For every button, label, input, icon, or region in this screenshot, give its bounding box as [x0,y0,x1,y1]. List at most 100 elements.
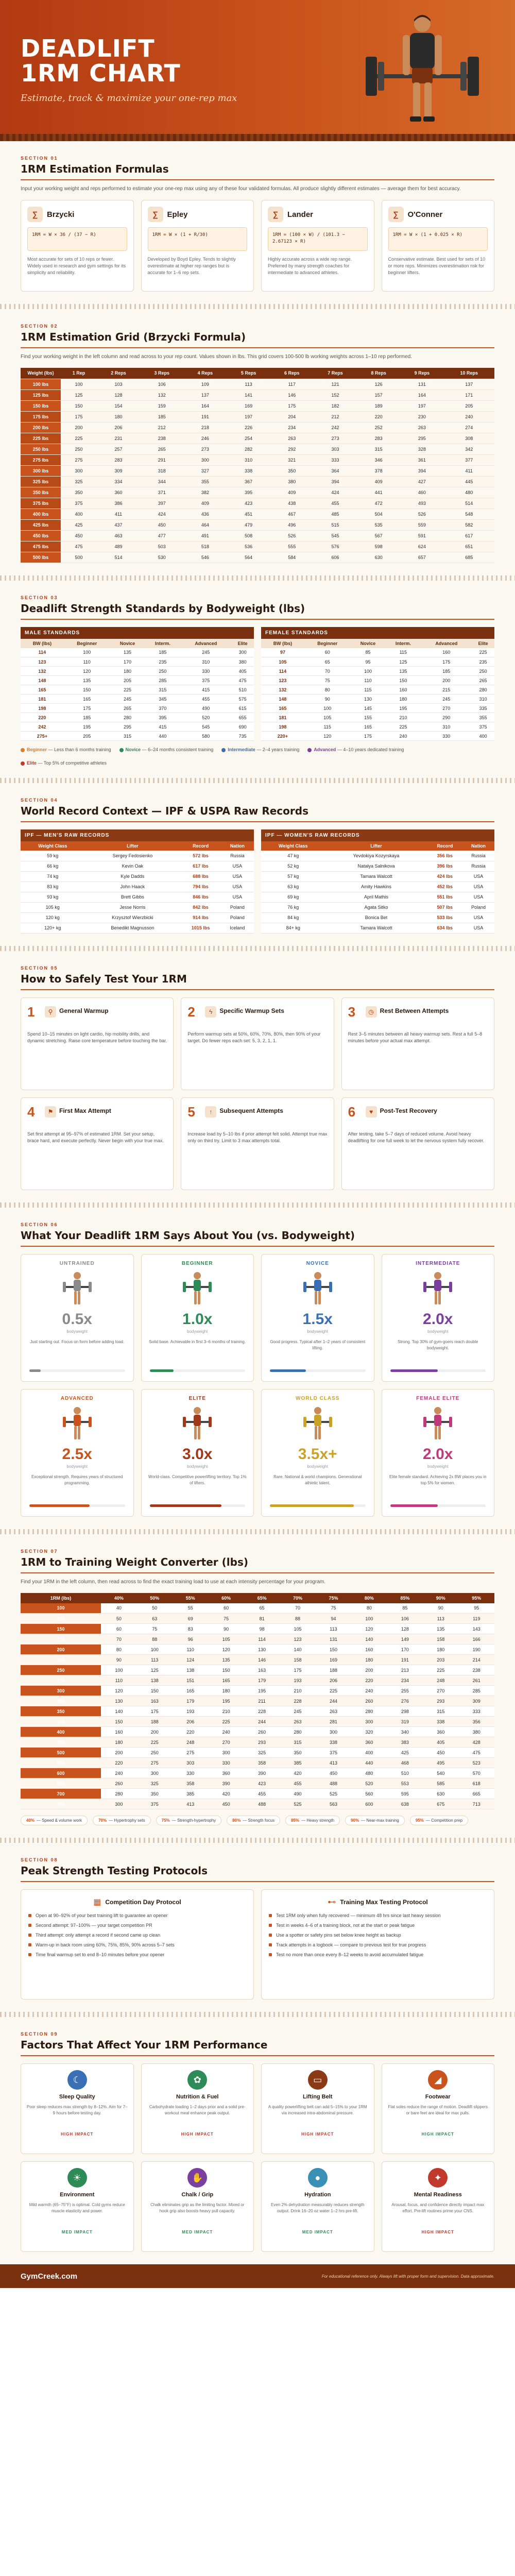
column-header: 8 Reps [357,368,401,379]
legend-percent: 80% [232,1818,241,1823]
factor-description: Even 2% dehydration measurably reduces s… [271,2202,365,2213]
table-cell: 158 [280,1654,316,1665]
level-name: INTERMEDIATE [416,1260,460,1266]
table-cell: 90 [208,1623,244,1634]
table-cell: 225 [472,648,494,657]
table-cell: 370 [145,703,181,713]
footer-brand-link[interactable]: GymCreek.com [21,2272,78,2281]
table-cell: 175 [63,703,110,713]
step-description: Perform warmup sets at 50%, 60%, 70%, 80… [187,1031,321,1043]
table-row: 105 kg Jesse Norris 842 lbs Poland [21,902,254,913]
table-cell: 90 [423,1603,459,1614]
column-header: Advanced [180,638,232,648]
legend-text: — Strength-hypertrophy [171,1818,216,1823]
calculator-icon: ∑ [268,207,283,222]
converter-legend: 40% — Speed & volume work 70% — Hypertrophy… [21,1816,494,1825]
table-row: 500 200 250 275 300 325 350 375 400 425 450 475 [21,1747,494,1758]
table-cell: 240 [385,731,421,741]
factor-title: Sleep Quality [59,2094,95,2100]
level-progress-bar [149,1369,245,1372]
table-cell: 125 [61,389,97,401]
step-card: 6 ♥ Post-Test Recovery After testing, take … [341,1097,494,1190]
table-cell: 475 [61,541,97,552]
level-name: WORLD CLASS [296,1395,340,1401]
table-cell: 260 [244,1726,280,1737]
table-row: 148 90 130 180 245 310 [261,694,494,704]
table-cell: 346 [357,454,401,466]
column-header: Interm. [385,638,421,648]
table-cell: 413 [172,1799,209,1809]
table-cell: 180 [208,1685,244,1696]
factor-description: Poor sleep reduces max strength by 8–12%… [26,2105,128,2115]
table-cell: 250 [136,1747,173,1758]
converter-legend-item: 75% — Strength-hypertrophy [156,1816,222,1825]
table-cell: 464 [183,519,227,531]
table-cell: 244 [244,1716,280,1727]
training-protocol-card: ⊷ Training Max Testing Protocol Test 1RM … [261,1889,494,1999]
table-row: 500 lbs 500 514 530 546 564 584 606 630 657 685 [21,552,494,563]
table-cell: 507 lbs [427,902,463,913]
column-header: 2 Reps [96,368,141,379]
protocol-item: Second attempt: 97–100% — your target co… [28,1922,246,1928]
step-title: Specific Warmup Sets [219,1007,284,1014]
table-cell: 615 [231,703,254,713]
table-row: 57 kg Tamara Walcott 424 lbs USA [261,871,494,882]
flag-icon: ⚑ [45,1106,56,1117]
table-cell: 327 [183,465,227,477]
table-cell: 914 lbs [180,912,221,923]
table-cell: 548 [443,509,494,520]
table-cell: 226 [227,422,270,433]
table-cell: 145 [350,703,386,713]
table-cell: 115 [350,685,386,694]
factor-description: Arousal, focus, and confidence directly … [391,2202,485,2213]
section-title: How to Safely Test Your 1RM [21,973,494,990]
legend-dot-icon [21,761,25,766]
table-cell: 113 [136,1654,173,1665]
column-header: Weight Class [261,841,325,851]
column-header: Beginner [63,638,110,648]
table-cell: 665 [458,1788,494,1799]
table-row: 450 lbs 450 463 477 491 508 526 545 567 591 617 [21,530,494,541]
female-standards-title: FEMALE STANDARDS [261,626,494,639]
table-cell: 315 [280,1737,316,1748]
lifter-figure-icon [387,1405,489,1442]
table-cell: 655 [231,713,254,722]
legend-percent: 70% [98,1818,107,1823]
table-cell: 378 [357,465,401,477]
level-progress-fill [270,1369,306,1372]
factor-impact-badge: MED IMPACT [61,2230,93,2234]
table-cell: 185 [421,666,472,676]
row-label-cell: 198 [261,722,304,732]
level-multiplier: 3.0x [182,1445,213,1463]
table-cell: 308 [443,433,494,444]
table-cell: 488 [315,1778,352,1789]
table-cell: 211 [244,1696,280,1706]
table-cell: 180 [96,411,141,422]
table-row: 198 115 165 225 310 375 [261,722,494,732]
table-cell: 298 [387,1706,423,1717]
row-label-cell: 84+ kg [261,923,325,934]
table-cell: 309 [458,1696,494,1706]
table-cell: 131 [315,1634,352,1645]
section-formulas: SECTION 01 1RM Estimation Formulas Input… [0,141,515,304]
table-cell: 231 [96,433,141,444]
table-cell: 508 [227,530,270,541]
table-cell: 424 [313,487,357,498]
table-cell: USA [462,912,494,923]
competition-protocol-card: ▦ Competition Day Protocol Open at 90–92%… [21,1889,254,1999]
table-cell: 440 [145,731,181,741]
step-card: 5 ↑ Subsequent Attempts Increase load by 5–… [181,1097,334,1190]
table-cell: 150 [315,1644,352,1655]
row-label-cell: 375 lbs [21,498,61,509]
column-header: 70% [280,1592,316,1603]
factor-impact-badge: HIGH IMPACT [421,2132,454,2137]
step-title: General Warmup [59,1007,109,1014]
table-cell: 489 [96,541,141,552]
row-label-cell: 114 [261,666,304,676]
table-cell: Agata Sitko [325,902,427,913]
table-cell: 496 [270,519,314,531]
formula-card-brzycki: ∑ Brzycki 1RM = W × 36 / (37 − R) Most ac… [21,200,134,292]
table-cell: 238 [458,1665,494,1675]
legend-text: — 2–4 years training [256,747,300,752]
table-cell: 591 [400,530,444,541]
